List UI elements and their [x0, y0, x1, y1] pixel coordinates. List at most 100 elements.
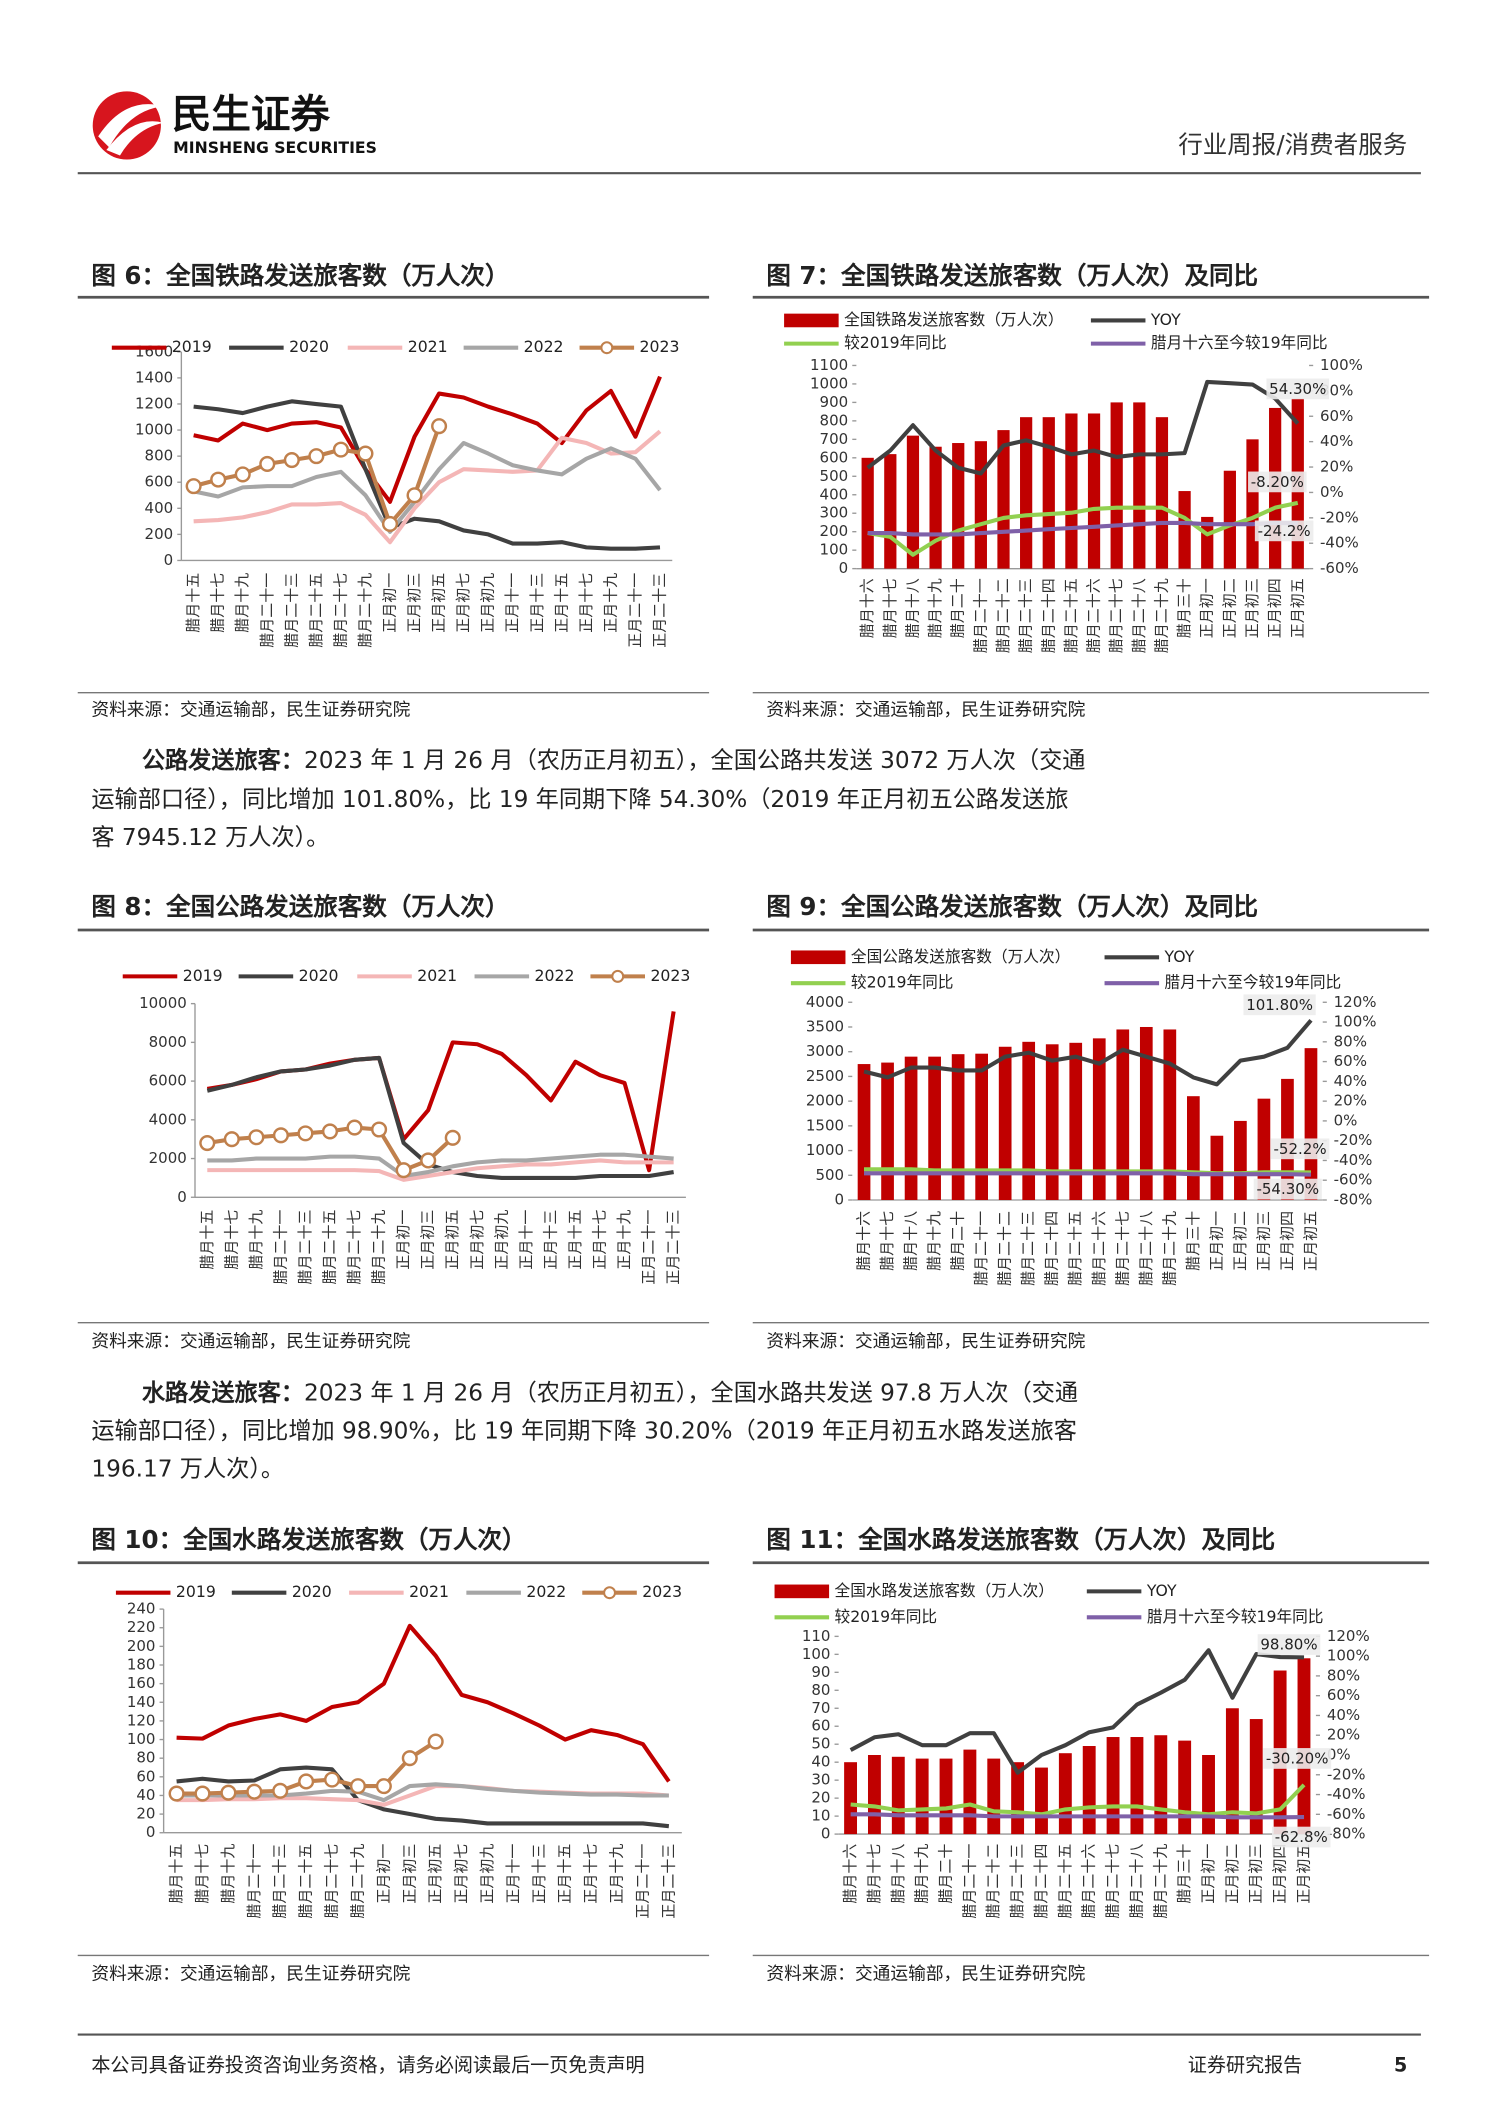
label-box	[1248, 471, 1307, 493]
data-label: 54.30%	[1269, 380, 1326, 398]
y-tick-label: 220	[127, 1618, 156, 1636]
legend-label: 2020	[289, 337, 329, 356]
x-tick-label: 腊月十七	[193, 1844, 211, 1904]
y-tick-label: 10	[811, 1807, 830, 1825]
y-tick-label: 6000	[149, 1072, 187, 1090]
y2-tick-label: 20%	[1334, 1092, 1367, 1110]
series-marker	[444, 1129, 461, 1146]
x-tick-label: 正月十一	[504, 1844, 522, 1904]
x-tick-label: 腊月二十九	[1160, 1211, 1178, 1286]
y2-tick-label: 120%	[1327, 1627, 1370, 1645]
x-tick-label: 腊月二十七	[331, 573, 349, 648]
series-marker	[298, 1773, 315, 1790]
y2-tick-label: -20%	[1320, 508, 1359, 526]
series-line	[850, 1812, 1305, 1820]
x-tick-label: 正月十五	[566, 1210, 584, 1270]
y-tick-label: 0	[821, 1825, 831, 1843]
y-tick-label: 1000	[135, 421, 173, 439]
series-marker	[220, 1784, 237, 1801]
paragraph-text: 2023 年 1 月 26 月（农历正月初五），全国水路共发送 97.8 万人次…	[304, 1379, 1078, 1406]
y-tick-label: 80	[811, 1681, 830, 1699]
x-tick-label: 正月初一	[1207, 1211, 1225, 1271]
x-tick-label: 正月二十一	[640, 1210, 658, 1285]
x-tick-label: 腊月十七	[222, 1210, 240, 1270]
y2-tick-label: -80%	[1327, 1825, 1366, 1843]
series-marker	[427, 1733, 444, 1750]
x-tick-label: 正月初五	[1294, 1844, 1312, 1904]
legend-label: 2021	[409, 1582, 449, 1601]
series-marker	[272, 1127, 289, 1144]
series-marker	[321, 1123, 339, 1140]
figure-title: 图 7：全国铁路发送旅客数（万人次）及同比	[766, 261, 1258, 290]
label-box	[1253, 1178, 1322, 1200]
bar	[1106, 1737, 1120, 1835]
bar	[1065, 413, 1078, 569]
legend-label: 较2019年同比	[851, 973, 954, 992]
legend-marker	[611, 969, 625, 983]
y-tick-label: 60	[136, 1767, 155, 1785]
y2-tick-label: 20%	[1327, 1726, 1360, 1744]
y2-tick-label: 0%	[1334, 1111, 1358, 1129]
legend-label: 2022	[524, 337, 564, 356]
series-marker	[375, 1778, 392, 1795]
label-box	[1263, 1748, 1332, 1769]
bar	[884, 454, 897, 569]
legend-label: 全国公路发送旅客数（万人次）	[851, 947, 1070, 966]
x-tick-label: 腊月二十九	[356, 573, 374, 648]
y2-tick-label: -40%	[1327, 1785, 1366, 1803]
x-tick-label: 腊月二十	[949, 578, 967, 638]
x-tick-label: 正月初五	[1301, 1211, 1319, 1271]
paragraph-lead: 水路发送旅客：	[142, 1379, 304, 1406]
series-line	[850, 1783, 1306, 1817]
y-tick-label: 160	[127, 1674, 156, 1692]
data-label: 98.80%	[1260, 1636, 1317, 1654]
label-box	[1254, 520, 1314, 542]
legend-marker	[600, 341, 614, 355]
x-tick-label: 正月二十三	[651, 573, 669, 648]
x-tick-label: 腊月十九	[233, 573, 251, 633]
data-label: -24.2%	[1258, 522, 1311, 540]
data-label: -8.20%	[1251, 473, 1304, 491]
y-tick-label: 400	[820, 485, 849, 503]
y-tick-label: 500	[820, 467, 849, 485]
y2-tick-label: -60%	[1320, 559, 1359, 577]
x-tick-label: 腊月二十四	[1032, 1844, 1050, 1919]
x-tick-label: 腊月二十三	[1008, 1844, 1026, 1919]
x-tick-label: 腊月二十一	[245, 1844, 263, 1919]
x-tick-label: 正月初三	[400, 1844, 418, 1904]
x-tick-label: 腊月二十	[949, 1211, 967, 1271]
legend-label: 全国铁路发送旅客数（万人次）	[844, 310, 1063, 329]
y-tick-label: 2000	[806, 1092, 844, 1110]
bar	[881, 1062, 894, 1200]
series-marker	[371, 1121, 388, 1138]
y-tick-label: 1000	[806, 1141, 844, 1159]
x-tick-label: 腊月三十	[1184, 1211, 1202, 1271]
y-tick-label: 0	[146, 1823, 156, 1841]
bar	[891, 1756, 905, 1835]
y-tick-label: 4000	[806, 993, 844, 1011]
series-marker	[248, 1129, 265, 1146]
bar	[939, 1758, 953, 1835]
y-tick-label: 0	[835, 1191, 845, 1209]
series-marker	[234, 466, 251, 483]
data-label: -54.30%	[1256, 1180, 1319, 1198]
series-line	[193, 429, 662, 545]
y-tick-label: 1600	[135, 342, 173, 360]
bar	[1110, 402, 1123, 569]
legend-label: 腊月十六至今较19年同比	[1147, 1607, 1324, 1626]
x-tick-label: 腊月二十九	[348, 1844, 366, 1919]
page-number: 5	[1394, 2053, 1407, 2076]
y-tick-label: 180	[127, 1656, 156, 1674]
x-tick-label: 正月十七	[591, 1210, 609, 1270]
x-tick-label: 腊月十八	[902, 1211, 920, 1271]
y-tick-label: 800	[145, 447, 174, 465]
series-line	[193, 375, 662, 504]
series-line	[849, 1648, 1305, 1775]
bar	[1082, 1746, 1096, 1835]
series-marker	[272, 1782, 289, 1799]
y-tick-label: 3500	[806, 1017, 844, 1035]
x-tick-label: 腊月三十	[1175, 578, 1193, 638]
x-tick-label: 腊月十九	[913, 1844, 931, 1904]
y2-tick-label: -20%	[1327, 1765, 1366, 1783]
x-tick-label: 腊月三十	[1175, 1844, 1193, 1904]
